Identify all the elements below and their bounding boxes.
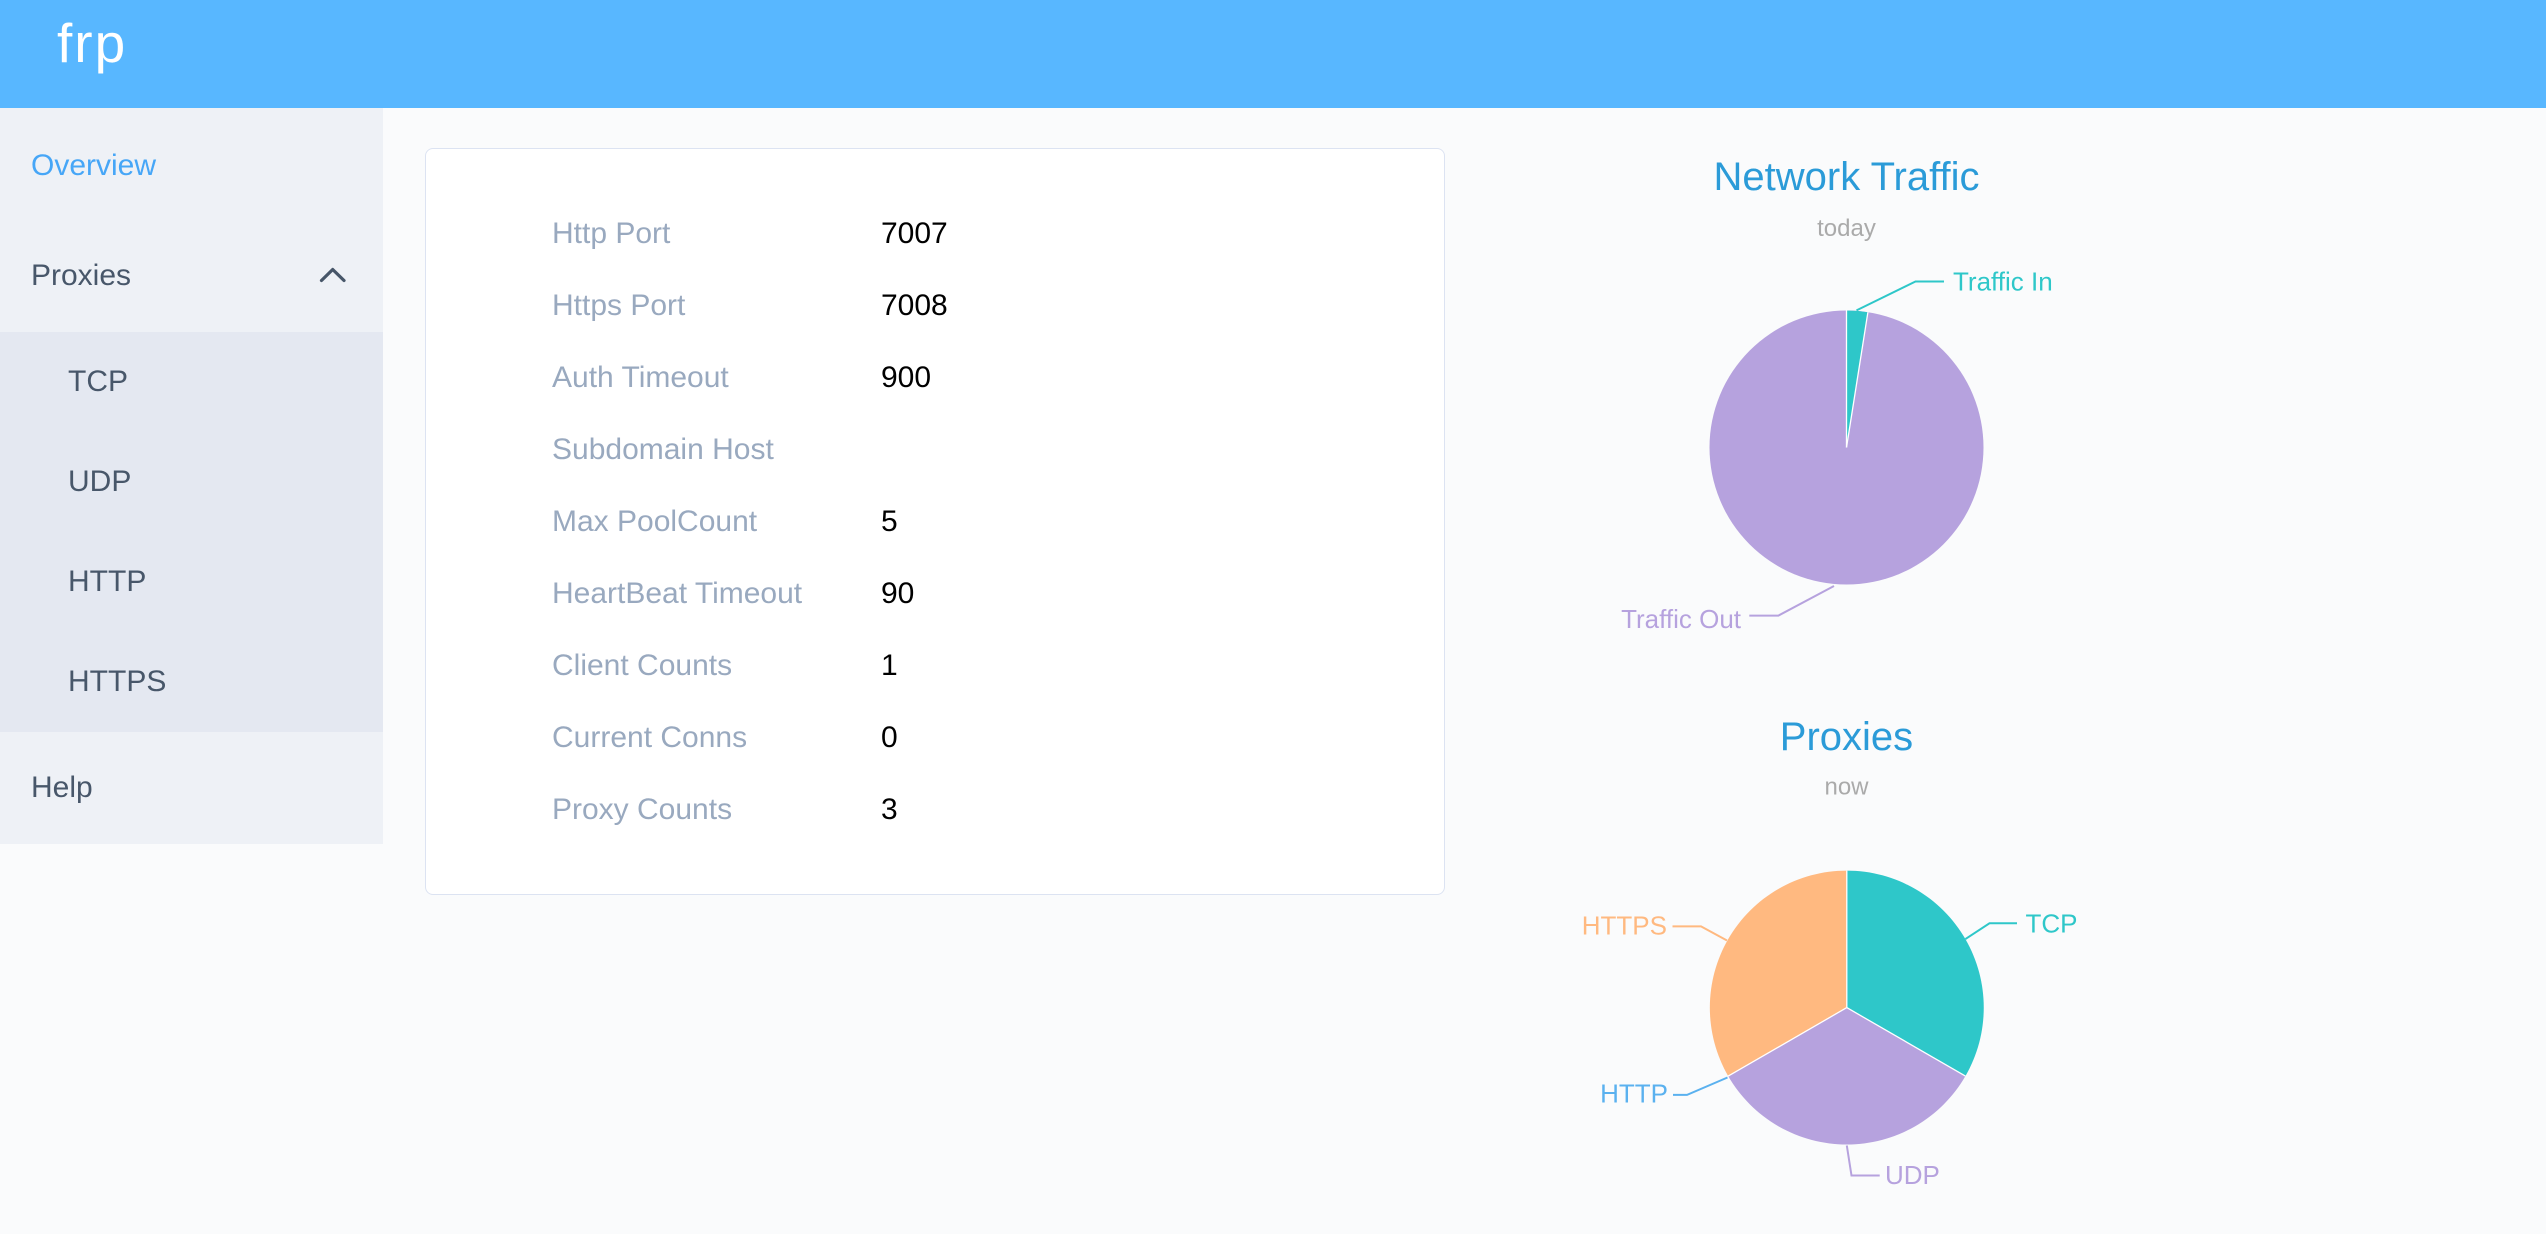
- svg-text:UDP: UDP: [1885, 1160, 1940, 1190]
- svg-text:today: today: [1817, 215, 1876, 242]
- svg-text:Network Traffic: Network Traffic: [1714, 155, 1980, 199]
- svg-text:Traffic Out: Traffic Out: [1621, 604, 1742, 634]
- svg-text:Proxies: Proxies: [1780, 715, 1913, 759]
- svg-text:HTTP: HTTP: [1600, 1079, 1668, 1109]
- svg-text:Traffic In: Traffic In: [1953, 266, 2053, 296]
- svg-text:HTTPS: HTTPS: [1582, 910, 1667, 940]
- svg-text:TCP: TCP: [2026, 908, 2078, 938]
- svg-text:now: now: [1824, 774, 1869, 801]
